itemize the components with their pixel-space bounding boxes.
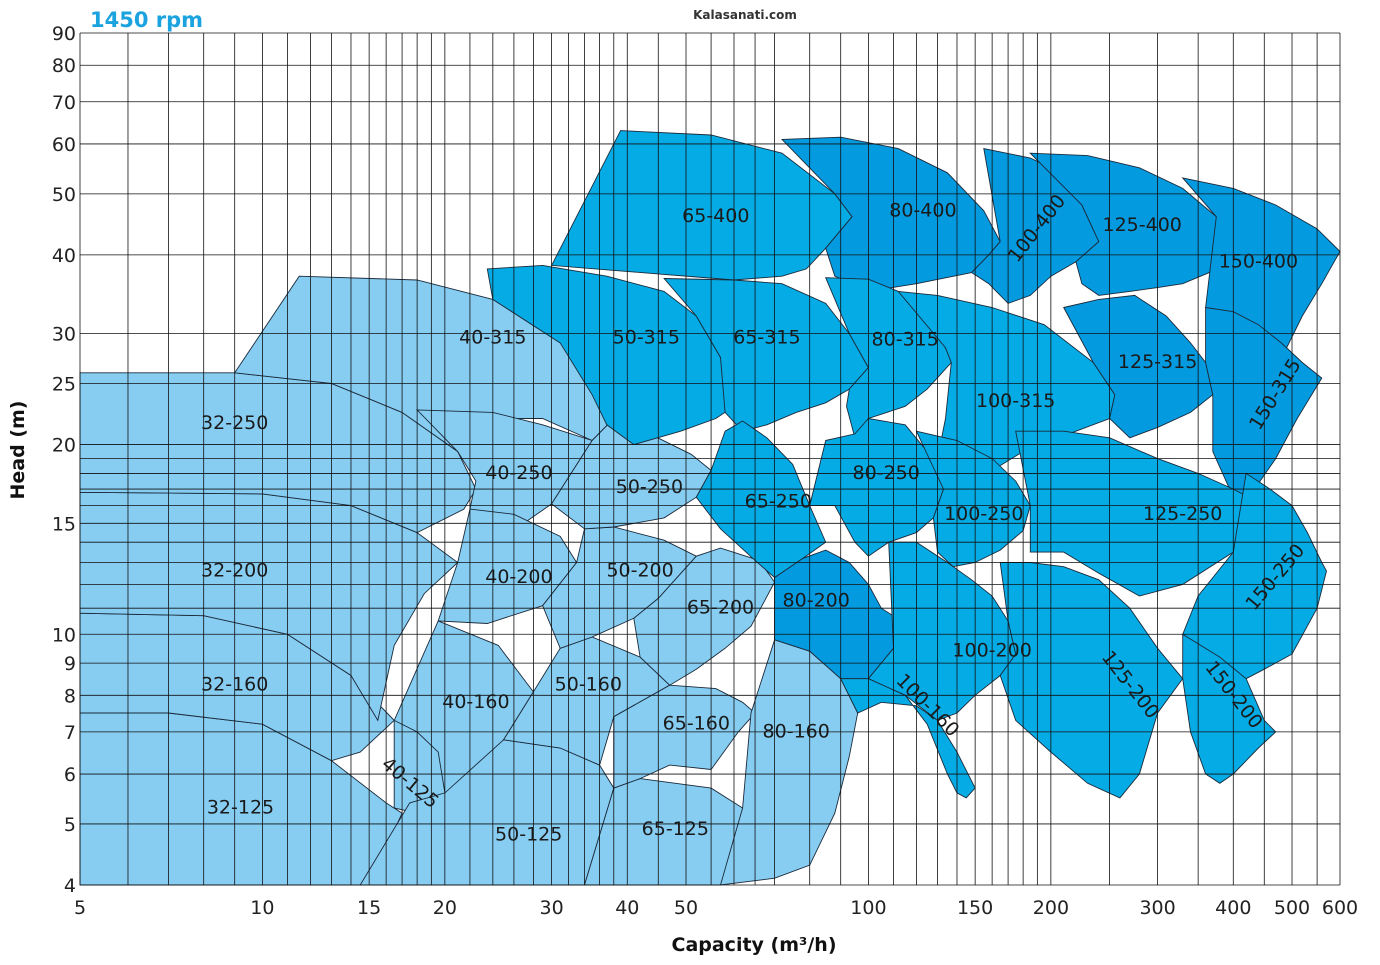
region-150-315 [1205,306,1323,498]
x-tick-label: 600 [1322,897,1358,919]
region-label-50-125: 50-125 [495,824,562,846]
region-150-250 [1182,472,1327,680]
y-tick-label: 60 [52,134,76,156]
y-tick-label: 90 [52,23,76,45]
y-tick-label: 70 [52,92,76,114]
y-tick-label: 25 [52,374,76,396]
x-tick-label: 20 [433,897,457,919]
region-label-50-160: 50-160 [555,674,622,696]
region-label-100-250: 100-250 [944,503,1023,525]
region-label-150-400: 150-400 [1219,250,1298,272]
region-65-315 [663,278,869,432]
region-label-80-400: 80-400 [889,199,956,221]
x-tick-label: 100 [850,897,886,919]
region-label-80-160: 80-160 [763,720,830,742]
region-label-32-125: 32-125 [207,797,274,819]
y-tick-label: 9 [64,653,76,675]
region-label-50-250: 50-250 [616,476,683,498]
x-tick-label: 5 [74,897,86,919]
region-label-50-315: 50-315 [613,327,680,349]
x-tick-label: 40 [615,897,639,919]
region-100-160 [839,678,976,799]
region-125-200 [999,562,1184,799]
x-tick-label: 50 [674,897,698,919]
region-label-32-200: 32-200 [201,560,268,582]
y-tick-label: 80 [52,55,76,77]
region-label-50-200: 50-200 [606,560,673,582]
region-label-80-200: 80-200 [783,589,850,611]
y-tick-label: 20 [52,435,76,457]
x-tick-label: 300 [1139,897,1175,919]
region-80-160 [719,639,859,886]
region-label-125-315: 125-315 [1118,351,1197,373]
region-label-40-160: 40-160 [442,691,509,713]
y-tick-label: 40 [52,245,76,267]
y-axis-title: Head (m) [7,401,29,500]
watermark: Kalasanati.com [693,8,797,22]
y-tick-label: 4 [64,875,76,897]
region-label-125-400: 125-400 [1103,214,1182,236]
region-125-315 [1063,294,1214,439]
x-tick-label: 150 [957,897,993,919]
region-label-125-250: 125-250 [1143,503,1222,525]
region-label-40-315: 40-315 [459,327,526,349]
y-tick-label: 5 [64,814,76,836]
region-32-250 [79,372,477,534]
y-tick-label: 15 [52,513,76,535]
region-125-400 [1029,152,1231,296]
region-label-40-200: 40-200 [485,566,552,588]
region-65-200 [633,547,776,686]
region-label-65-400: 65-400 [682,205,749,227]
region-label-80-250: 80-250 [853,462,920,484]
y-tick-label: 30 [52,324,76,346]
region-label-65-125: 65-125 [642,818,709,840]
y-axis-ticks: 4 5 6 7 8 9 10 15 20 25 30 40 50 60 70 80 90 [52,23,76,897]
x-tick-label: 15 [357,897,381,919]
region-label-65-160: 65-160 [663,713,730,735]
y-tick-label: 50 [52,184,76,206]
y-tick-label: 8 [64,685,76,707]
region-label-100-200: 100-200 [952,640,1031,662]
region-label-32-160: 32-160 [201,674,268,696]
region-label-65-200: 65-200 [687,597,754,619]
region-150-200 [1182,633,1277,784]
region-40-250 [415,409,593,524]
x-tick-label: 400 [1215,897,1251,919]
x-tick-label: 30 [540,897,564,919]
x-tick-label: 200 [1033,897,1069,919]
region-label-32-250: 32-250 [201,412,268,434]
grid-lines [79,32,1341,886]
y-tick-label: 6 [64,764,76,786]
x-tick-label: 10 [250,897,274,919]
speed-label: 1450 rpm [90,8,203,32]
region-label-100-315: 100-315 [976,390,1055,412]
x-axis-ticks: 5 10 15 20 30 40 50 100 150 200 300 400 500 600 [74,897,1358,919]
y-tick-label: 10 [52,624,76,646]
region-label-65-315: 65-315 [733,327,800,349]
region-label-40-250: 40-250 [485,462,552,484]
region-80-250 [809,418,944,557]
y-tick-label: 7 [64,722,76,744]
region-label-80-315: 80-315 [872,329,939,351]
x-tick-label: 500 [1274,897,1310,919]
x-axis-title: Capacity (m³/h) [672,934,837,956]
region-50-315 [486,264,735,446]
region-label-65-250: 65-250 [745,491,812,513]
